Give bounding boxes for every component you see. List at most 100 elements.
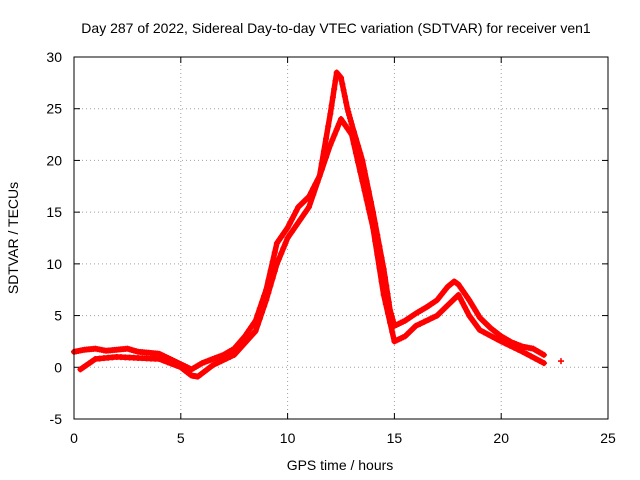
data-point [218,358,225,365]
data-point [169,360,176,367]
data-point [164,359,171,366]
data-point [338,116,344,123]
x-tick-label: 0 [70,430,78,446]
data-point [248,332,255,339]
y-tick-label: -5 [50,411,63,427]
data-point [457,296,464,303]
data-point [378,278,385,285]
x-tick-label: 20 [493,430,509,446]
data-point [345,108,352,115]
data-point [248,323,255,330]
data-point [344,105,351,112]
data-point [342,122,349,129]
data-point [310,191,317,198]
data-point [536,357,543,364]
data-point [376,264,383,271]
data-point [280,230,287,237]
data-point [222,356,229,363]
data-point [325,123,332,130]
series-trace [77,116,547,380]
y-axis-ticks: -5 0 5 10 15 20 25 30 [46,49,608,427]
data-point [244,330,251,337]
data-point [481,329,488,336]
y-tick-label: 30 [46,49,62,65]
data-point [256,315,263,322]
data-point [380,291,387,298]
data-point [489,333,496,340]
data-point [370,224,377,231]
data-point [278,233,285,240]
data-point [273,260,280,267]
x-tick-label: 5 [177,430,185,446]
x-axis-label: GPS time / hours [287,457,394,473]
data-point [346,111,353,118]
data-point [339,80,346,87]
data-point [361,187,368,194]
data-point [348,131,355,138]
data-point [293,208,300,215]
data-point [280,245,287,252]
data-point [365,206,372,213]
x-tick-label: 15 [387,430,403,446]
data-point [367,215,374,222]
data-point [337,73,344,80]
data-point [341,93,348,100]
data-point [459,300,466,307]
data-point [156,356,163,363]
data-point [455,291,462,298]
data-point [271,268,278,275]
data-point [417,320,424,327]
data-point [263,297,270,304]
data-point [425,316,432,323]
data-point [226,353,233,360]
data-point [252,328,259,335]
data-point [160,357,167,364]
data-point [464,308,471,315]
data-point [269,275,276,282]
data-point [515,346,522,353]
data-point [476,327,483,334]
data-point [258,309,265,316]
data-point [558,358,565,365]
data-point [340,87,347,94]
data-point [502,340,509,347]
data-point [297,216,304,223]
x-tick-label: 25 [600,430,616,446]
y-axis-label: SDTVAR / TECUs [5,182,21,294]
y-tick-label: 5 [54,308,62,324]
data-point [346,115,353,122]
data-point [286,220,293,227]
data-point [389,329,396,336]
data-point [455,281,462,288]
data-point [355,159,362,166]
y-tick-label: 20 [46,152,62,168]
data-point [329,136,336,143]
data-point [472,307,479,314]
data-point [332,77,339,84]
data-point [273,240,280,247]
data-point [301,210,308,217]
data-point [347,118,354,125]
data-point [288,228,295,235]
data-point [282,240,289,247]
data-point [328,102,335,109]
data-point [261,303,268,310]
chart-title: Day 287 of 2022, Sidereal Day-to-day VTE… [81,20,591,36]
data-point [291,212,298,219]
data-point [231,351,238,358]
data-point [470,304,477,311]
data-point [498,338,505,345]
data-point [293,222,300,229]
data-point [276,255,283,262]
data-point [239,342,246,349]
data-point [235,347,242,354]
data-point [511,344,518,351]
data-point [267,282,274,289]
data-point [457,284,464,291]
data-point [314,179,321,186]
data-point [241,333,248,340]
y-tick-label: 15 [46,204,62,220]
data-point [459,287,466,294]
data-point [305,203,312,210]
